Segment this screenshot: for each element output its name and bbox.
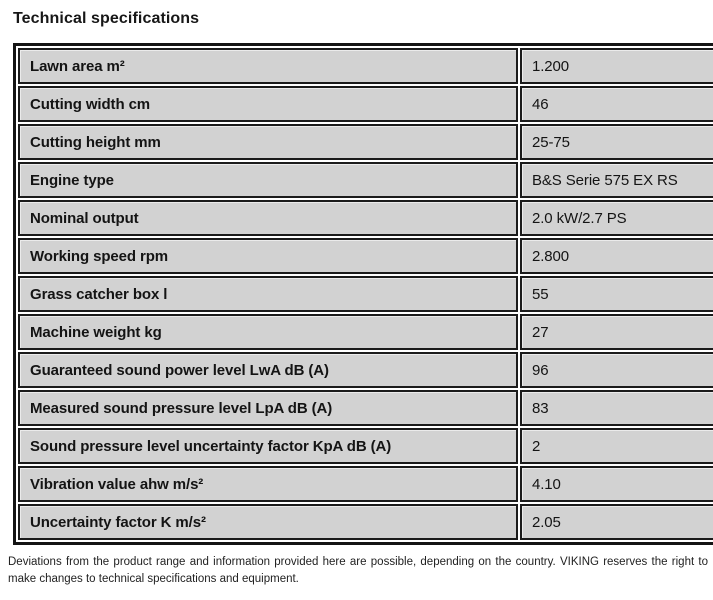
spec-value: 2.05 [520, 504, 713, 540]
spec-value: 1.200 [520, 48, 713, 84]
spec-label: Cutting width cm [18, 86, 518, 122]
spec-label: Measured sound pressure level LpA dB (A) [18, 390, 518, 426]
spec-label: Nominal output [18, 200, 518, 236]
spec-row: Vibration value ahw m/s² 4.10 [18, 466, 713, 502]
spec-row: Nominal output 2.0 kW/2.7 PS [18, 200, 713, 236]
spec-value: 55 [520, 276, 713, 312]
spec-row: Sound pressure level uncertainty factor … [18, 428, 713, 464]
page-title: Technical specifications [13, 10, 200, 27]
spec-value: 2.800 [520, 238, 713, 274]
spec-label: Sound pressure level uncertainty factor … [18, 428, 518, 464]
spec-value: 27 [520, 314, 713, 350]
spec-row: Cutting width cm 46 [18, 86, 713, 122]
footer-note: Deviations from the product range and in… [8, 556, 708, 586]
spec-row: Lawn area m² 1.200 [18, 48, 713, 84]
specs-table-body: Lawn area m² 1.200 Cutting width cm 46 Cutti… [18, 48, 713, 540]
spec-row: Guaranteed sound power level LwA dB (A) 9… [18, 352, 713, 388]
spec-value: 4.10 [520, 466, 713, 502]
spec-label: Engine type [18, 162, 518, 198]
spec-row: Engine type B&S Serie 575 EX RS [18, 162, 713, 198]
spec-row: Cutting height mm 25-75 [18, 124, 713, 160]
spec-row: Grass catcher box l 55 [18, 276, 713, 312]
spec-label: Uncertainty factor K m/s² [18, 504, 518, 540]
spec-row: Uncertainty factor K m/s² 2.05 [18, 504, 713, 540]
spec-value: 2.0 kW/2.7 PS [520, 200, 713, 236]
spec-value: 25-75 [520, 124, 713, 160]
spec-label: Working speed rpm [18, 238, 518, 274]
spec-value: 83 [520, 390, 713, 426]
specs-table: Lawn area m² 1.200 Cutting width cm 46 Cutti… [13, 43, 713, 545]
spec-label: Machine weight kg [18, 314, 518, 350]
spec-value: B&S Serie 575 EX RS [520, 162, 713, 198]
spec-label: Vibration value ahw m/s² [18, 466, 518, 502]
spec-label: Grass catcher box l [18, 276, 518, 312]
spec-label: Lawn area m² [18, 48, 518, 84]
spec-label: Cutting height mm [18, 124, 518, 160]
spec-row: Working speed rpm 2.800 [18, 238, 713, 274]
spec-label: Guaranteed sound power level LwA dB (A) [18, 352, 518, 388]
spec-value: 96 [520, 352, 713, 388]
spec-value: 46 [520, 86, 713, 122]
spec-value: 2 [520, 428, 713, 464]
spec-row: Machine weight kg 27 [18, 314, 713, 350]
spec-row: Measured sound pressure level LpA dB (A)… [18, 390, 713, 426]
